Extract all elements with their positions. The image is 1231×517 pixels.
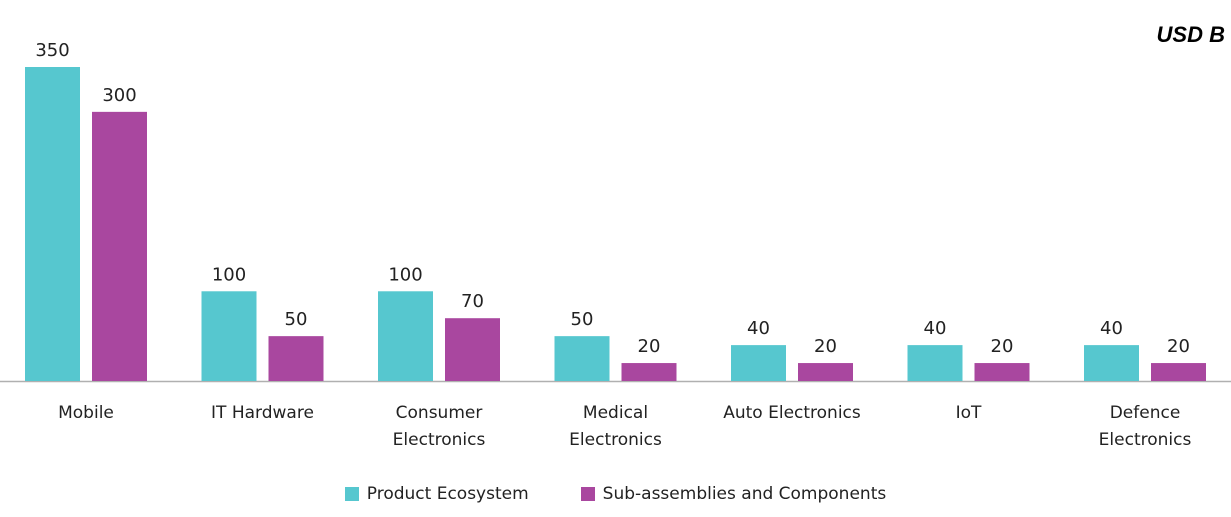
category-label-6: Defence Electronics	[1099, 403, 1192, 450]
bar-sub-assemblies-0	[92, 111, 147, 381]
legend-item-sub-assemblies: Sub-assemblies and Components	[580, 484, 887, 504]
legend-swatch-product-ecosystem	[344, 487, 359, 501]
data-label-product-ecosystem-1: 100	[212, 264, 246, 285]
bar-chart: 350 300 Mobile 100 50 IT Hardware 100 70 Consume…	[0, 40, 1231, 450]
data-label-sub-assemblies-1: 50	[285, 309, 308, 330]
category-label-line: Auto Electronics	[723, 403, 861, 423]
unit-label: USD B	[1156, 22, 1225, 47]
data-label-product-ecosystem-5: 40	[924, 318, 947, 339]
data-label-sub-assemblies-4: 20	[814, 336, 837, 357]
bar-product-ecosystem-2	[378, 291, 433, 381]
bar-sub-assemblies-4	[798, 363, 853, 381]
data-label-product-ecosystem-2: 100	[388, 264, 422, 285]
bar-product-ecosystem-5	[907, 345, 963, 381]
category-label-4: Auto Electronics	[723, 403, 861, 423]
data-label-sub-assemblies-2: 70	[461, 291, 484, 312]
data-label-product-ecosystem-6: 40	[1100, 318, 1123, 339]
legend-item-product-ecosystem: Product Ecosystem	[344, 484, 529, 504]
category-label-line: Mobile	[58, 403, 114, 423]
category-label-1: IT Hardware	[211, 403, 314, 423]
category-label-line: Consumer	[396, 403, 483, 423]
data-label-sub-assemblies-0: 300	[102, 85, 136, 106]
category-label-line: IoT	[956, 403, 982, 423]
category-label-2: Consumer Electronics	[393, 403, 486, 450]
category-label-line: Electronics	[393, 430, 486, 450]
bar-sub-assemblies-1	[268, 336, 324, 381]
data-label-product-ecosystem-4: 40	[747, 318, 770, 339]
bar-sub-assemblies-2	[445, 318, 500, 381]
bar-sub-assemblies-3	[621, 363, 677, 381]
bar-product-ecosystem-4	[731, 345, 786, 381]
bar-sub-assemblies-5	[974, 363, 1030, 381]
category-label-line: Electronics	[569, 430, 662, 450]
data-label-product-ecosystem-0: 350	[35, 40, 69, 61]
legend-label-sub-assemblies: Sub-assemblies and Components	[602, 484, 887, 504]
data-label-sub-assemblies-5: 20	[991, 336, 1014, 357]
bar-product-ecosystem-1	[201, 291, 257, 381]
category-label-line: Medical	[583, 403, 648, 423]
category-label-0: Mobile	[58, 403, 114, 423]
category-label-line: Electronics	[1099, 430, 1192, 450]
data-label-sub-assemblies-6: 20	[1167, 336, 1190, 357]
bar-product-ecosystem-0	[25, 67, 80, 381]
category-label-3: Medical Electronics	[569, 403, 662, 450]
legend: Product Ecosystem Sub-assemblies and Com…	[0, 484, 1231, 504]
data-label-sub-assemblies-3: 20	[638, 336, 661, 357]
category-label-line: IT Hardware	[211, 403, 314, 423]
bar-product-ecosystem-3	[554, 336, 610, 381]
data-label-product-ecosystem-3: 50	[571, 309, 594, 330]
legend-label-product-ecosystem: Product Ecosystem	[366, 484, 529, 504]
bar-product-ecosystem-6	[1084, 345, 1139, 381]
bar-sub-assemblies-6	[1151, 363, 1206, 381]
category-label-line: Defence	[1110, 403, 1181, 423]
legend-swatch-sub-assemblies	[580, 487, 595, 501]
category-label-5: IoT	[956, 403, 982, 423]
